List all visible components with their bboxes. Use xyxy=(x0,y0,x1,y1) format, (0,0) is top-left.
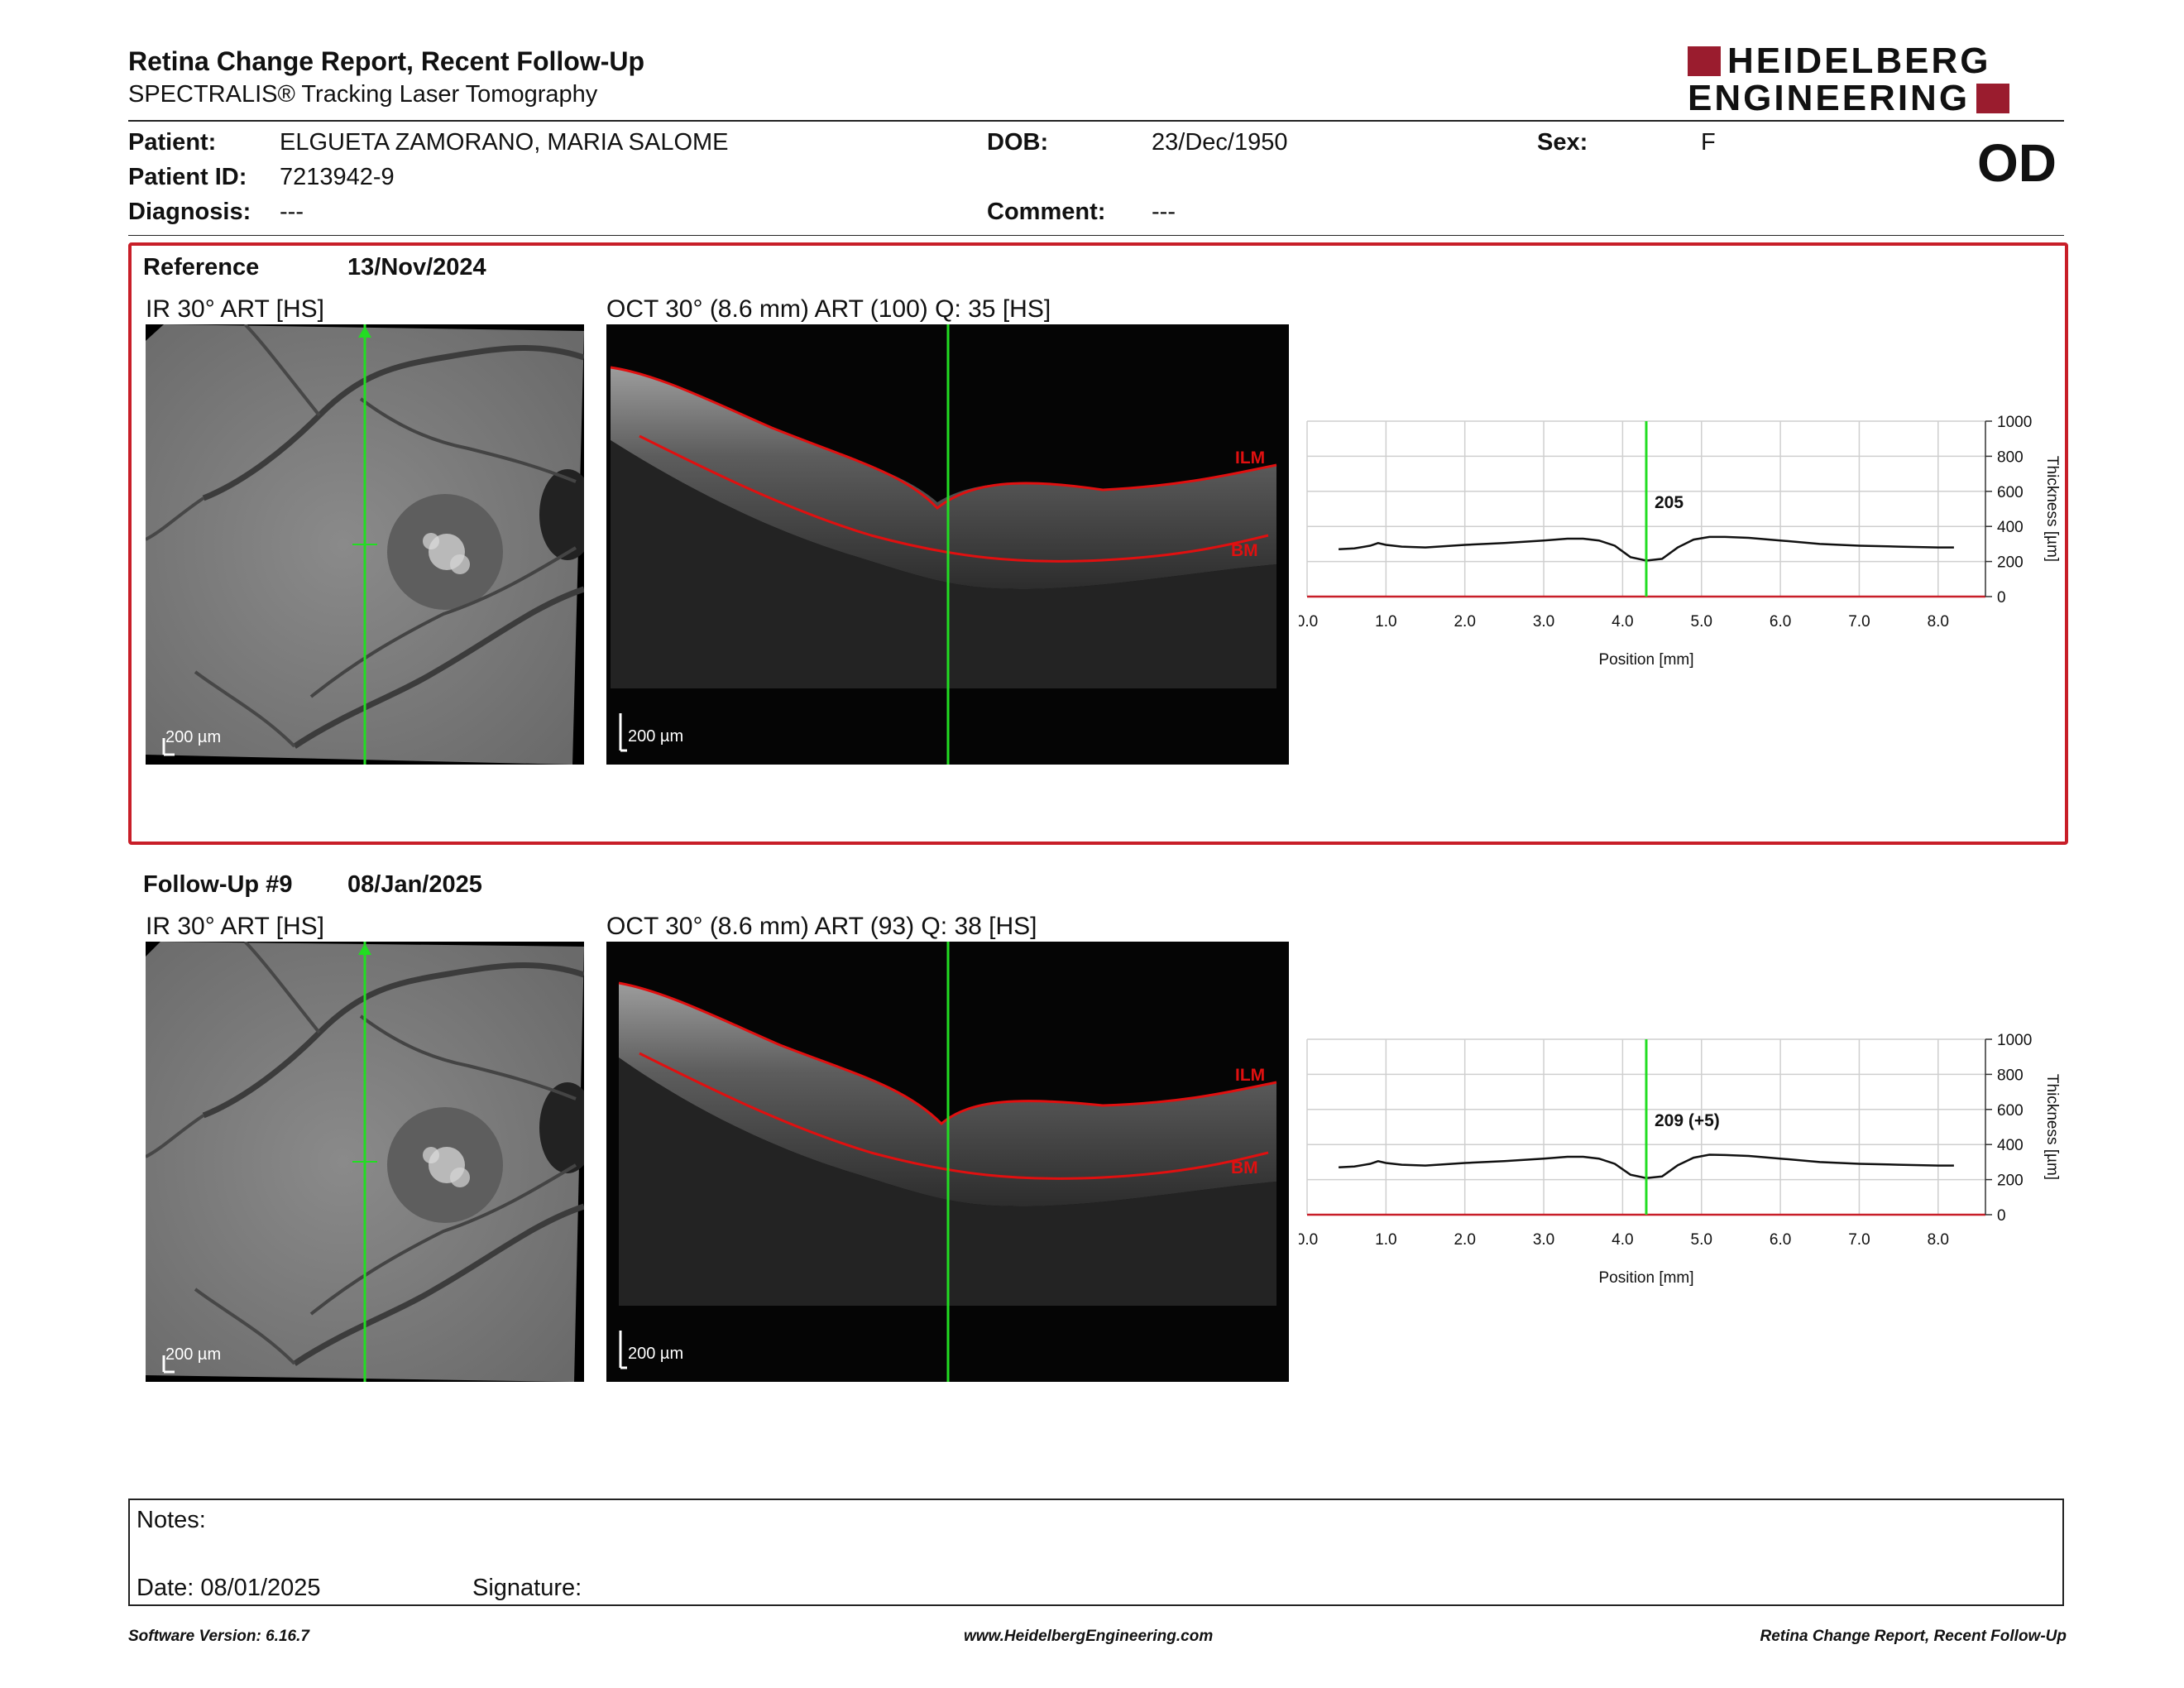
x-axis-label: Position [mm] xyxy=(1598,651,1693,669)
x-axis-label: Position [mm] xyxy=(1598,1269,1693,1287)
reference-bm-label: BM xyxy=(1231,541,1258,560)
patient-name: ELGUETA ZAMORANO, MARIA SALOME xyxy=(280,129,729,156)
logo-square-left xyxy=(1688,46,1721,76)
x-tick-label: 8.0 xyxy=(1928,1231,1949,1249)
reference-label: Reference xyxy=(143,254,260,281)
sex-value: F xyxy=(1701,129,1716,156)
y-tick-label: 600 xyxy=(1997,1102,2024,1120)
notes-date: Date: 08/01/2025 xyxy=(136,1575,321,1601)
reference-oct-image[interactable]: ILM BM 200 µm xyxy=(606,324,1289,765)
followup-ir-scale: 200 µm xyxy=(165,1345,222,1364)
reference-date: 13/Nov/2024 xyxy=(347,254,486,281)
software-version: Software Version: 6.16.7 xyxy=(128,1628,309,1645)
logo-row-2: ENGINEERING xyxy=(1688,78,2010,118)
y-tick-label: 600 xyxy=(1997,484,2024,501)
y-tick-label: 0 xyxy=(1997,1207,2006,1225)
followup-fundus-image[interactable]: 200 µm xyxy=(146,942,584,1382)
followup-bm-label: BM xyxy=(1231,1158,1258,1177)
y-axis-label: Thickness [µm] xyxy=(2043,456,2061,562)
thickness-series-line xyxy=(1339,535,1954,562)
x-tick-label: 5.0 xyxy=(1691,613,1712,631)
x-tick-label: 8.0 xyxy=(1928,613,1949,631)
x-tick-label: 0.0 xyxy=(1299,1231,1318,1249)
logo: HEIDELBERG xyxy=(1688,41,1991,81)
y-tick-label: 1000 xyxy=(1997,1032,2032,1049)
reference-ilm-label: ILM xyxy=(1235,448,1266,468)
patient-id-label: Patient ID: xyxy=(128,164,247,190)
followup-thickness-chart: 0 200 400 600 800 1000 0.0 1.0 2.0 3.0 4.0 5.0 6.0 7.… xyxy=(1299,1032,2061,1287)
patient-id-value: 7213942-9 xyxy=(280,164,395,190)
reference-ir-scale: 200 µm xyxy=(165,728,222,746)
x-tick-label: 5.0 xyxy=(1691,1231,1712,1249)
notes-label: Notes: xyxy=(136,1507,206,1533)
x-tick-label: 4.0 xyxy=(1612,613,1633,631)
x-tick-label: 7.0 xyxy=(1848,1231,1870,1249)
x-tick-label: 1.0 xyxy=(1375,613,1396,631)
x-tick-label: 4.0 xyxy=(1612,1231,1633,1249)
sex-label: Sex: xyxy=(1537,129,1588,156)
followup-ir-label: IR 30° ART [HS] xyxy=(146,913,324,940)
logo-line2: ENGINEERING xyxy=(1688,78,1971,118)
report-subtitle: SPECTRALIS® Tracking Laser Tomography xyxy=(128,81,598,108)
reference-oct-label: OCT 30° (8.6 mm) ART (100) Q: 35 [HS] xyxy=(606,295,1051,323)
y-tick-label: 400 xyxy=(1997,519,2024,536)
reference-thickness-chart: 0 200 400 600 800 1000 0.0 1.0 2.0 3.0 4.0 5.0 6.0 7.… xyxy=(1299,414,2061,669)
thickness-value-label: 205 xyxy=(1655,493,1684,512)
x-tick-label: 2.0 xyxy=(1454,613,1475,631)
comment-value: --- xyxy=(1152,199,1176,225)
website-link[interactable]: www.HeidelbergEngineering.com xyxy=(964,1628,1214,1645)
thickness-value-label: 209 (+5) xyxy=(1655,1111,1720,1130)
y-tick-label: 1000 xyxy=(1997,414,2032,431)
comment-label: Comment: xyxy=(987,199,1106,225)
eye-indicator: OD xyxy=(1977,133,2057,193)
logo-line1: HEIDELBERG xyxy=(1727,41,1991,81)
y-tick-label: 0 xyxy=(1997,589,2006,607)
reference-ir-label: IR 30° ART [HS] xyxy=(146,295,324,323)
patient-label: Patient: xyxy=(128,129,217,156)
x-tick-label: 1.0 xyxy=(1375,1231,1396,1249)
reference-oct-scale: 200 µm xyxy=(628,727,684,746)
logo-square-right xyxy=(1976,84,2010,113)
patient-divider xyxy=(128,235,2064,236)
x-tick-label: 3.0 xyxy=(1533,1231,1554,1249)
followup-oct-label: OCT 30° (8.6 mm) ART (93) Q: 38 [HS] xyxy=(606,913,1037,940)
reference-box xyxy=(128,242,2068,845)
thickness-series-line xyxy=(1339,1153,1954,1179)
x-tick-label: 3.0 xyxy=(1533,613,1554,631)
dob-label: DOB: xyxy=(987,129,1049,156)
x-tick-label: 2.0 xyxy=(1454,1231,1475,1249)
y-tick-label: 800 xyxy=(1997,1067,2024,1084)
diagnosis-value: --- xyxy=(280,199,304,225)
followup-label: Follow-Up #9 xyxy=(143,871,293,898)
followup-oct-scale: 200 µm xyxy=(628,1345,684,1363)
header-divider xyxy=(128,120,2064,122)
x-tick-label: 0.0 xyxy=(1299,613,1318,631)
followup-oct-image[interactable]: ILM BM 200 µm xyxy=(606,942,1289,1382)
footer-report-name: Retina Change Report, Recent Follow-Up xyxy=(1760,1628,2067,1645)
report-title: Retina Change Report, Recent Follow-Up xyxy=(128,46,645,76)
notes-box[interactable]: Notes: Date: 08/01/2025 Signature: xyxy=(128,1499,2064,1606)
x-tick-label: 6.0 xyxy=(1770,613,1791,631)
y-tick-label: 400 xyxy=(1997,1137,2024,1154)
dob-value: 23/Dec/1950 xyxy=(1152,129,1288,156)
x-tick-label: 6.0 xyxy=(1770,1231,1791,1249)
signature-label: Signature: xyxy=(472,1575,582,1601)
y-axis-label: Thickness [µm] xyxy=(2043,1074,2061,1180)
followup-ilm-label: ILM xyxy=(1235,1066,1266,1085)
y-tick-label: 200 xyxy=(1997,554,2024,572)
diagnosis-label: Diagnosis: xyxy=(128,199,251,225)
y-tick-label: 200 xyxy=(1997,1172,2024,1190)
x-tick-label: 7.0 xyxy=(1848,613,1870,631)
reference-fundus-image[interactable]: 200 µm xyxy=(146,324,584,765)
y-tick-label: 800 xyxy=(1997,448,2024,466)
followup-date: 08/Jan/2025 xyxy=(347,871,482,898)
